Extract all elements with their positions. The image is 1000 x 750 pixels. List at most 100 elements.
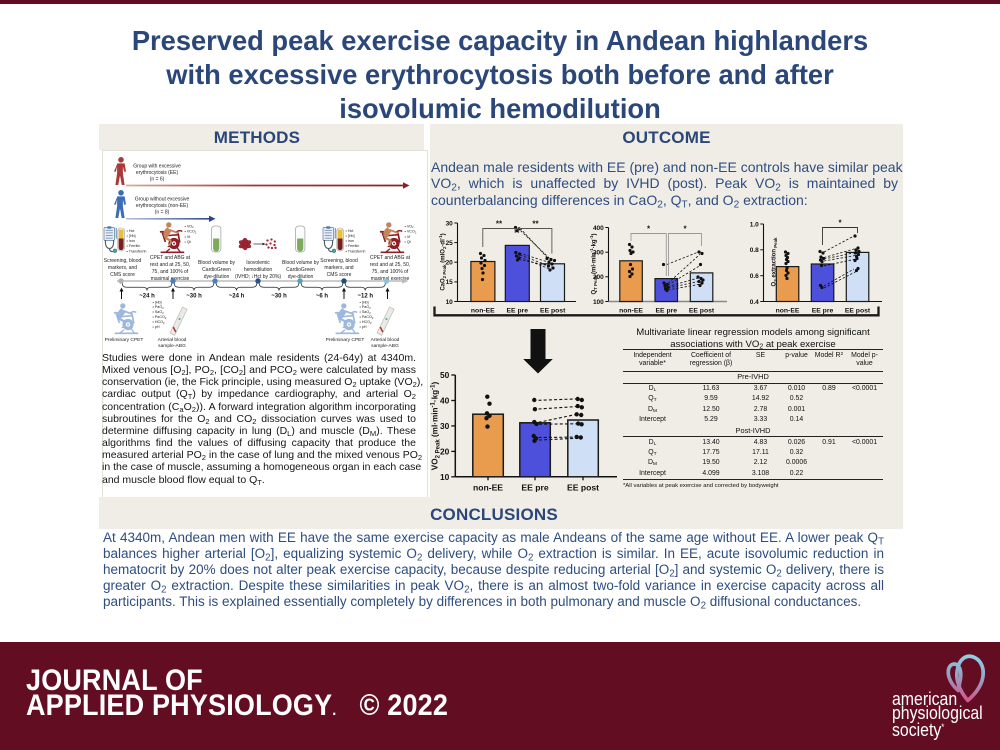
svg-text:0.6: 0.6	[750, 273, 759, 280]
svg-text:markers, and: markers, and	[324, 265, 353, 271]
svg-text:40: 40	[440, 396, 450, 406]
svg-text:75, and 100% of: 75, and 100% of	[152, 269, 189, 275]
svg-text:maximal exercise: maximal exercise	[151, 276, 190, 282]
svg-text:• Qt: • Qt	[405, 240, 411, 244]
svg-text:Screening, blood: Screening, blood	[320, 258, 358, 264]
svg-text:100: 100	[593, 299, 604, 306]
svg-text:non-EE: non-EE	[776, 308, 800, 315]
svg-text:• Iron: • Iron	[127, 239, 136, 243]
svg-text:non-EE: non-EE	[473, 483, 503, 493]
svg-text:• [Hb]: • [Hb]	[127, 234, 136, 238]
svg-text:EE post: EE post	[540, 308, 566, 315]
svg-text:EE pre: EE pre	[507, 308, 529, 315]
svg-text:10: 10	[446, 299, 454, 306]
svg-text:dye-dilution: dye-dilution	[204, 274, 230, 280]
svg-text:50: 50	[440, 370, 450, 380]
svg-text:15: 15	[446, 279, 454, 286]
svg-text:• Vt: • Vt	[405, 235, 411, 239]
svg-text:EE post: EE post	[567, 483, 599, 493]
svg-text:~12 h: ~12 h	[357, 294, 373, 300]
svg-text:EE pre: EE pre	[812, 308, 834, 315]
svg-text:• Ferritin: • Ferritin	[127, 244, 141, 248]
svg-text:**: **	[532, 220, 539, 229]
svg-text:maximal exercise: maximal exercise	[371, 276, 410, 282]
svg-text:25: 25	[446, 240, 454, 247]
svg-text:• [Hb]: • [Hb]	[346, 234, 355, 238]
svg-text:• VO2: • VO2	[185, 224, 195, 229]
svg-text:CMS score: CMS score	[327, 272, 352, 278]
svg-text:• VCO2: • VCO2	[405, 230, 417, 235]
svg-text:Group without excessive: Group without excessive	[135, 196, 190, 202]
svg-text:~30 h: ~30 h	[271, 294, 287, 300]
svg-text:• pH: • pH	[153, 325, 160, 329]
svg-text:1.0: 1.0	[750, 221, 759, 228]
svg-text:rest and at 25, 50,: rest and at 25, 50,	[150, 262, 190, 268]
svg-text:erythrocytosis (EE): erythrocytosis (EE)	[136, 170, 179, 176]
svg-text:*: *	[683, 225, 687, 234]
svg-text:75, and 100% of: 75, and 100% of	[372, 269, 409, 275]
svg-text:200: 200	[593, 274, 604, 281]
svg-text:• Transferrin: • Transferrin	[127, 249, 147, 253]
svg-text:• Vt: • Vt	[185, 235, 191, 239]
svg-text:EE pre: EE pre	[521, 483, 548, 493]
svg-text:• Hct: • Hct	[346, 229, 354, 233]
svg-text:400: 400	[593, 225, 604, 232]
svg-text:CPET and ABG at: CPET and ABG at	[150, 255, 191, 261]
svg-text:non-EE: non-EE	[619, 308, 643, 315]
svg-text:30: 30	[440, 421, 450, 431]
svg-text:rest and at 25, 50,: rest and at 25, 50,	[370, 262, 410, 268]
svg-text:300: 300	[593, 250, 604, 257]
svg-text:• Iron: • Iron	[346, 239, 355, 243]
svg-text:**: **	[496, 220, 503, 229]
svg-text:• VCO2: • VCO2	[185, 230, 197, 235]
svg-text:QT Peak (ml·min-1·kg-1): QT Peak (ml·min-1·kg-1)	[589, 234, 598, 295]
svg-text:dye-dilution: dye-dilution	[288, 274, 314, 280]
svg-text:(n = 6): (n = 6)	[150, 177, 165, 183]
svg-text:Blood volume by: Blood volume by	[282, 260, 319, 266]
svg-text:*: *	[647, 225, 651, 234]
svg-text:• HCO3: • HCO3	[153, 320, 166, 325]
svg-text:markers, and: markers, and	[108, 265, 137, 271]
svg-text:Preliminary CPET: Preliminary CPET	[326, 337, 365, 343]
svg-text:• Ferritin: • Ferritin	[346, 244, 360, 248]
svg-text:20: 20	[440, 446, 450, 456]
svg-text:EE pre: EE pre	[656, 308, 678, 315]
svg-text:EE post: EE post	[845, 308, 871, 315]
svg-text:10: 10	[440, 472, 450, 482]
svg-text:Arterial blood: Arterial blood	[371, 337, 400, 343]
svg-text:erythrocytosis (non-EE): erythrocytosis (non-EE)	[136, 203, 189, 209]
svg-text:VO2 Peak (ml·min-1·kg-1): VO2 Peak (ml·min-1·kg-1)	[430, 382, 441, 471]
svg-text:sample-ABG: sample-ABG	[371, 343, 399, 349]
svg-text:Screening, blood: Screening, blood	[104, 258, 142, 264]
svg-text:• PaCO2: • PaCO2	[153, 315, 167, 320]
svg-text:EE post: EE post	[689, 308, 715, 315]
svg-text:• HCO3: • HCO3	[360, 320, 373, 325]
svg-text:20: 20	[446, 260, 454, 267]
svg-text:• PaO2: • PaO2	[360, 305, 372, 310]
svg-text:• Hct: • Hct	[127, 229, 135, 233]
svg-text:0.4: 0.4	[750, 299, 759, 306]
svg-text:~6 h: ~6 h	[316, 294, 329, 300]
svg-text:~24 h: ~24 h	[139, 294, 155, 300]
svg-text:non-EE: non-EE	[471, 308, 495, 315]
svg-text:CardioGreen: CardioGreen	[286, 267, 315, 273]
svg-text:CardioGreen: CardioGreen	[202, 267, 231, 273]
svg-text:(IVHD; ↓Hct by 20%): (IVHD; ↓Hct by 20%)	[235, 274, 281, 280]
svg-text:sample-ABG: sample-ABG	[158, 343, 186, 349]
svg-text:Arterial blood: Arterial blood	[158, 337, 187, 343]
svg-text:Preliminary CPET: Preliminary CPET	[105, 337, 144, 343]
svg-text:hemodilution: hemodilution	[244, 267, 273, 273]
svg-text:0.8: 0.8	[750, 247, 759, 254]
svg-text:• [Hb]: • [Hb]	[153, 300, 162, 304]
svg-text:• Qt: • Qt	[185, 240, 191, 244]
svg-text:• VO2: • VO2	[405, 224, 415, 229]
svg-text:*: *	[838, 219, 842, 228]
svg-text:• Transferrin: • Transferrin	[346, 249, 366, 253]
svg-text:• PaO2: • PaO2	[153, 305, 165, 310]
svg-text:O2 extraction Peak: O2 extraction Peak	[772, 237, 779, 287]
svg-text:(n = 8): (n = 8)	[155, 210, 170, 216]
svg-text:~30 h: ~30 h	[186, 294, 202, 300]
svg-text:• PaCO2: • PaCO2	[360, 315, 374, 320]
svg-text:• SaO2: • SaO2	[360, 310, 372, 315]
svg-text:• [Hb]: • [Hb]	[360, 300, 369, 304]
